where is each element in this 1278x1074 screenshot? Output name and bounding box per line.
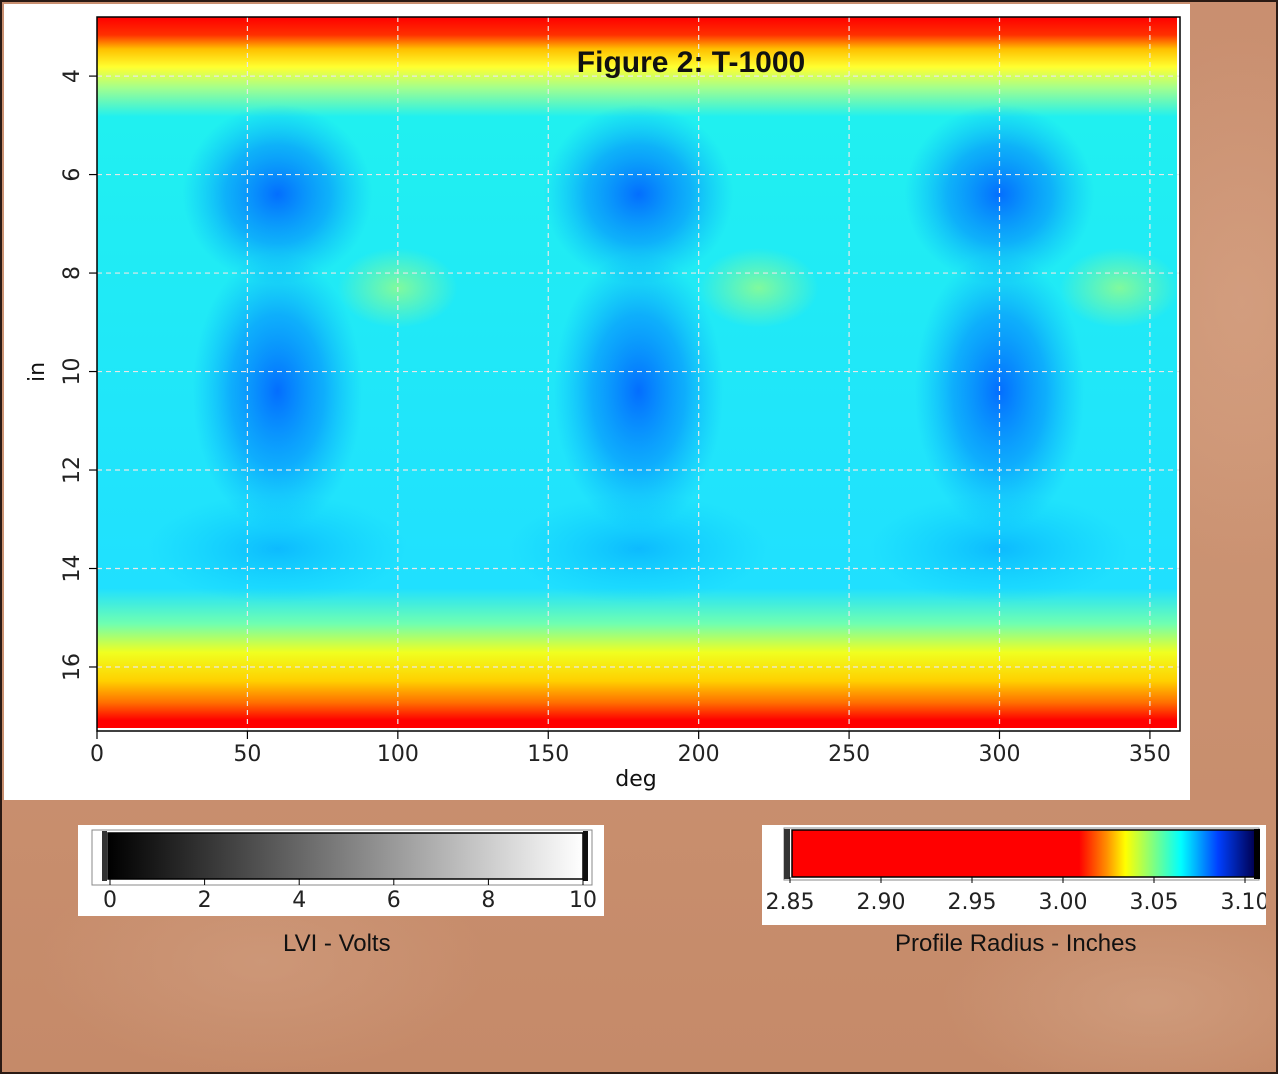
y-tick-label: 14	[60, 555, 85, 583]
x-axis: 0 50 100 150 200 250 300 350	[90, 731, 1171, 767]
light-region	[698, 247, 819, 328]
chart-title: Figure 2: T-1000	[577, 46, 805, 79]
y-axis: 4 6 8 10 12 14 16	[60, 69, 97, 681]
x-tick-label: 250	[828, 742, 870, 767]
dark-region-upper	[543, 104, 734, 285]
colorbar-tick-label: 8	[481, 888, 495, 913]
y-tick-label: 8	[60, 266, 85, 280]
grid-lines	[97, 17, 1180, 731]
plot-panel: 0 50 100 150 200 250 300 350 4 6 8 10 12 14 16 Figure…	[4, 4, 1190, 800]
radius-colorbar: 2.85 2.90 2.95 3.00 3.05 3.10	[766, 827, 1269, 915]
colorbar-tick-label: 3.10	[1221, 890, 1266, 915]
y-axis-label: in	[25, 362, 50, 382]
heatmap-chart: 0 50 100 150 200 250 300 350 4 6 8 10 12 14 16 Figure…	[25, 16, 1181, 792]
colorbar-tick-label: 2.85	[766, 890, 815, 915]
y-tick-label: 10	[60, 358, 85, 386]
x-tick-label: 100	[377, 742, 419, 767]
colorbar-tick-label: 6	[387, 888, 401, 913]
colorbar-tick-label: 0	[103, 888, 117, 913]
colorbar-tick-label: 2	[198, 888, 212, 913]
dark-region-upper	[182, 104, 373, 285]
x-tick-label: 150	[527, 742, 569, 767]
radius-gradient-bar	[791, 829, 1256, 878]
colorbar-tick-label: 3.05	[1130, 890, 1179, 915]
y-tick-label: 16	[60, 653, 85, 681]
light-region	[1059, 247, 1177, 328]
colorbar-tick-label: 10	[569, 888, 597, 913]
dark-region-lower	[553, 251, 724, 532]
x-tick-label: 200	[678, 742, 720, 767]
x-tick-label: 300	[979, 742, 1021, 767]
y-tick-label: 6	[60, 168, 85, 182]
plot-frame	[96, 16, 1181, 732]
colorbar-tick-label: 2.95	[948, 890, 997, 915]
y-tick-label: 4	[60, 69, 85, 83]
colorbar-tick-label: 4	[292, 888, 306, 913]
heatmap-surface	[97, 17, 1177, 728]
dark-region-bottom	[147, 493, 408, 604]
dark-region-lower	[192, 251, 363, 532]
x-axis-label: deg	[615, 767, 656, 792]
colorbar-tick-label: 3.00	[1039, 890, 1088, 915]
x-tick-label: 50	[233, 742, 261, 767]
lvi-ticks: 0 2 4 6 8 10	[103, 879, 597, 913]
radius-caption: Profile Radius - Inches	[895, 930, 1137, 957]
x-tick-label: 350	[1129, 742, 1171, 767]
radius-colorbar-box: 2.85 2.90 2.95 3.00 3.05 3.10	[762, 825, 1269, 925]
y-tick-label: 12	[60, 456, 85, 484]
dark-region-lower	[914, 251, 1085, 532]
radius-ticks: 2.85 2.90 2.95 3.00 3.05 3.10	[766, 877, 1269, 915]
dark-region-bottom	[508, 493, 769, 604]
lvi-caption: LVI - Volts	[283, 930, 391, 957]
lvi-gradient-bar	[107, 832, 584, 880]
lvi-colorbar: 0 2 4 6 8 10	[91, 829, 597, 913]
colorbar-tick-label: 2.90	[857, 890, 906, 915]
dark-region-upper	[904, 104, 1095, 285]
x-tick-label: 0	[90, 742, 104, 767]
lvi-colorbar-box: 0 2 4 6 8 10	[78, 825, 604, 916]
